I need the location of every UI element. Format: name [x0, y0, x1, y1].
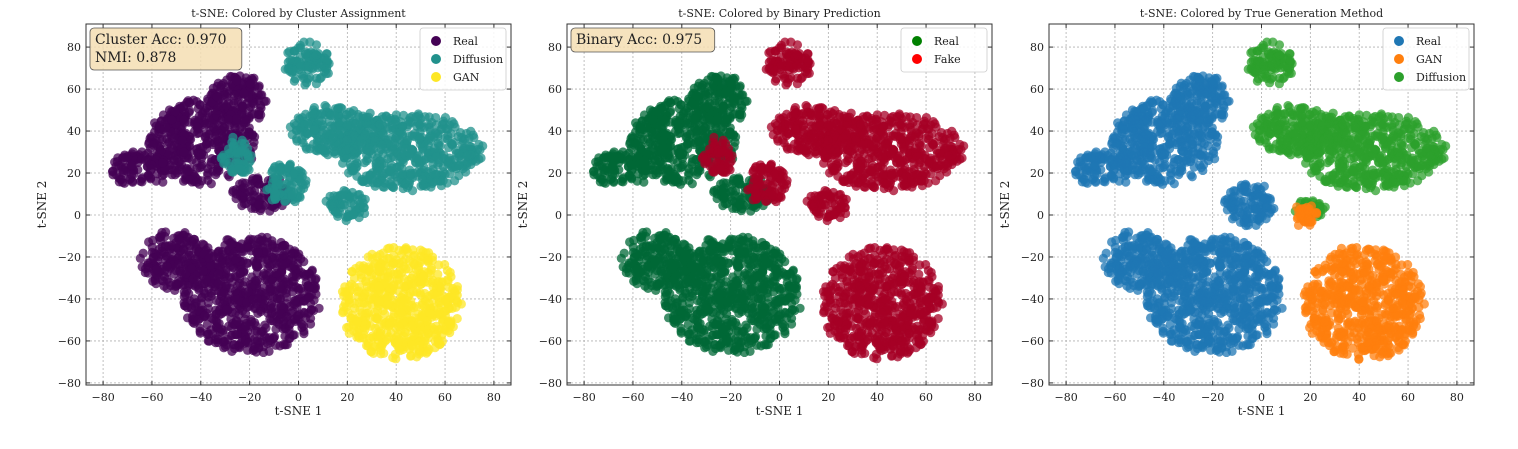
legend-marker-icon	[912, 36, 922, 46]
legend-label: Diffusion	[453, 53, 503, 66]
x-tick-label: −20	[719, 391, 742, 404]
x-axis-label: t-SNE 1	[1238, 404, 1286, 418]
x-tick-label: −80	[91, 391, 114, 404]
scatter-points	[588, 37, 969, 364]
legend: Real GAN Diffusion	[1382, 27, 1470, 91]
chart-title: t-SNE: Colored by True Generation Method	[1140, 7, 1383, 20]
chart-title: t-SNE: Colored by Binary Prediction	[678, 7, 881, 20]
x-tick-label: 40	[870, 391, 884, 404]
y-tick-label: 60	[548, 83, 562, 96]
x-tick-label: 60	[1401, 391, 1415, 404]
legend-label: GAN	[453, 71, 480, 84]
y-tick-label: −80	[1021, 377, 1044, 390]
y-tick-label: 0	[1037, 209, 1044, 222]
x-tick-label: 80	[1450, 391, 1464, 404]
y-tick-label: −60	[539, 335, 562, 348]
annotation-line: Cluster Acc: 0.970	[95, 32, 226, 48]
x-tick-label: 20	[821, 391, 835, 404]
y-tick-label: 80	[67, 41, 81, 54]
scatter-points	[1070, 37, 1451, 364]
y-axis-label: t-SNE 2	[998, 181, 1012, 229]
x-tick-label: −20	[1201, 391, 1224, 404]
legend-label: Fake	[934, 53, 961, 66]
y-tick-label: 0	[74, 209, 81, 222]
x-tick-label: 20	[340, 391, 354, 404]
x-tick-label: 40	[1352, 391, 1366, 404]
x-tick-label: 80	[487, 391, 501, 404]
x-tick-label: 60	[438, 391, 452, 404]
y-tick-label: −60	[1021, 335, 1044, 348]
x-tick-label: −60	[621, 391, 644, 404]
legend: Real Fake	[900, 27, 988, 73]
legend-label: Real	[1416, 35, 1441, 48]
y-axis-label: t-SNE 2	[35, 181, 49, 229]
scatter-points	[107, 37, 488, 364]
legend-label: Real	[934, 35, 959, 48]
x-tick-label: 0	[1258, 391, 1265, 404]
x-tick-label: −80	[572, 391, 595, 404]
x-tick-label: −60	[140, 391, 163, 404]
x-tick-label: −20	[238, 391, 261, 404]
y-tick-label: −80	[58, 377, 81, 390]
y-tick-label: −20	[539, 251, 562, 264]
x-tick-label: 0	[295, 391, 302, 404]
x-tick-label: −40	[1152, 391, 1175, 404]
y-tick-label: −40	[1021, 293, 1044, 306]
x-tick-label: 40	[389, 391, 403, 404]
y-tick-label: 60	[1030, 83, 1044, 96]
legend-label: GAN	[1416, 53, 1443, 66]
chart-panel-2: −80 −60 −40 −20 0 20 40 60 80 −80 −60 −40 −20 0 20 40 60…	[516, 7, 993, 418]
legend-label: Real	[453, 35, 478, 48]
x-axis-label: t-SNE 1	[275, 404, 323, 418]
y-tick-label: 20	[67, 167, 81, 180]
x-tick-label: 20	[1303, 391, 1317, 404]
annotation-box: Cluster Acc: 0.970 NMI: 0.878	[89, 27, 243, 71]
y-tick-label: −20	[58, 251, 81, 264]
y-tick-label: −80	[539, 377, 562, 390]
legend-marker-icon	[1394, 36, 1404, 46]
y-tick-label: 40	[67, 125, 81, 138]
legend-marker-icon	[1394, 54, 1404, 64]
x-axis-label: t-SNE 1	[756, 404, 804, 418]
x-tick-label: 0	[776, 391, 783, 404]
chart-title: t-SNE: Colored by Cluster Assignment	[191, 7, 406, 20]
x-tick-label: −40	[189, 391, 212, 404]
x-tick-label: 60	[919, 391, 933, 404]
y-tick-label: −60	[58, 335, 81, 348]
x-tick-label: 80	[968, 391, 982, 404]
y-tick-label: 40	[1030, 125, 1044, 138]
y-tick-label: −20	[1021, 251, 1044, 264]
y-axis-label: t-SNE 2	[516, 181, 530, 229]
y-tick-label: 20	[548, 167, 562, 180]
annotation-box: Binary Acc: 0.975	[570, 27, 716, 53]
y-tick-label: 80	[1030, 41, 1044, 54]
y-tick-label: 20	[1030, 167, 1044, 180]
chart-panel-3: −80 −60 −40 −20 0 20 40 60 80 −80 −60 −40 −20 0 20 40 60…	[998, 7, 1475, 418]
legend-marker-icon	[431, 72, 441, 82]
annotation-line: NMI: 0.878	[95, 50, 176, 66]
legend-marker-icon	[1394, 72, 1404, 82]
y-tick-label: −40	[539, 293, 562, 306]
legend-marker-icon	[431, 36, 441, 46]
y-tick-label: 40	[548, 125, 562, 138]
y-tick-label: 60	[67, 83, 81, 96]
y-tick-label: 0	[555, 209, 562, 222]
chart-panel-1: −80 −60 −40 −20 0 20 40 60 80 −80 −60 −40 −20 0 20 40 60…	[35, 7, 512, 418]
annotation-line: Binary Acc: 0.975	[576, 32, 702, 48]
x-tick-label: −60	[1103, 391, 1126, 404]
x-tick-label: −40	[670, 391, 693, 404]
legend-marker-icon	[912, 54, 922, 64]
y-tick-label: −40	[58, 293, 81, 306]
x-tick-label: −80	[1054, 391, 1077, 404]
y-tick-label: 80	[548, 41, 562, 54]
legend-label: Diffusion	[1416, 71, 1466, 84]
legend-marker-icon	[431, 54, 441, 64]
legend: Real Diffusion GAN	[419, 27, 507, 91]
